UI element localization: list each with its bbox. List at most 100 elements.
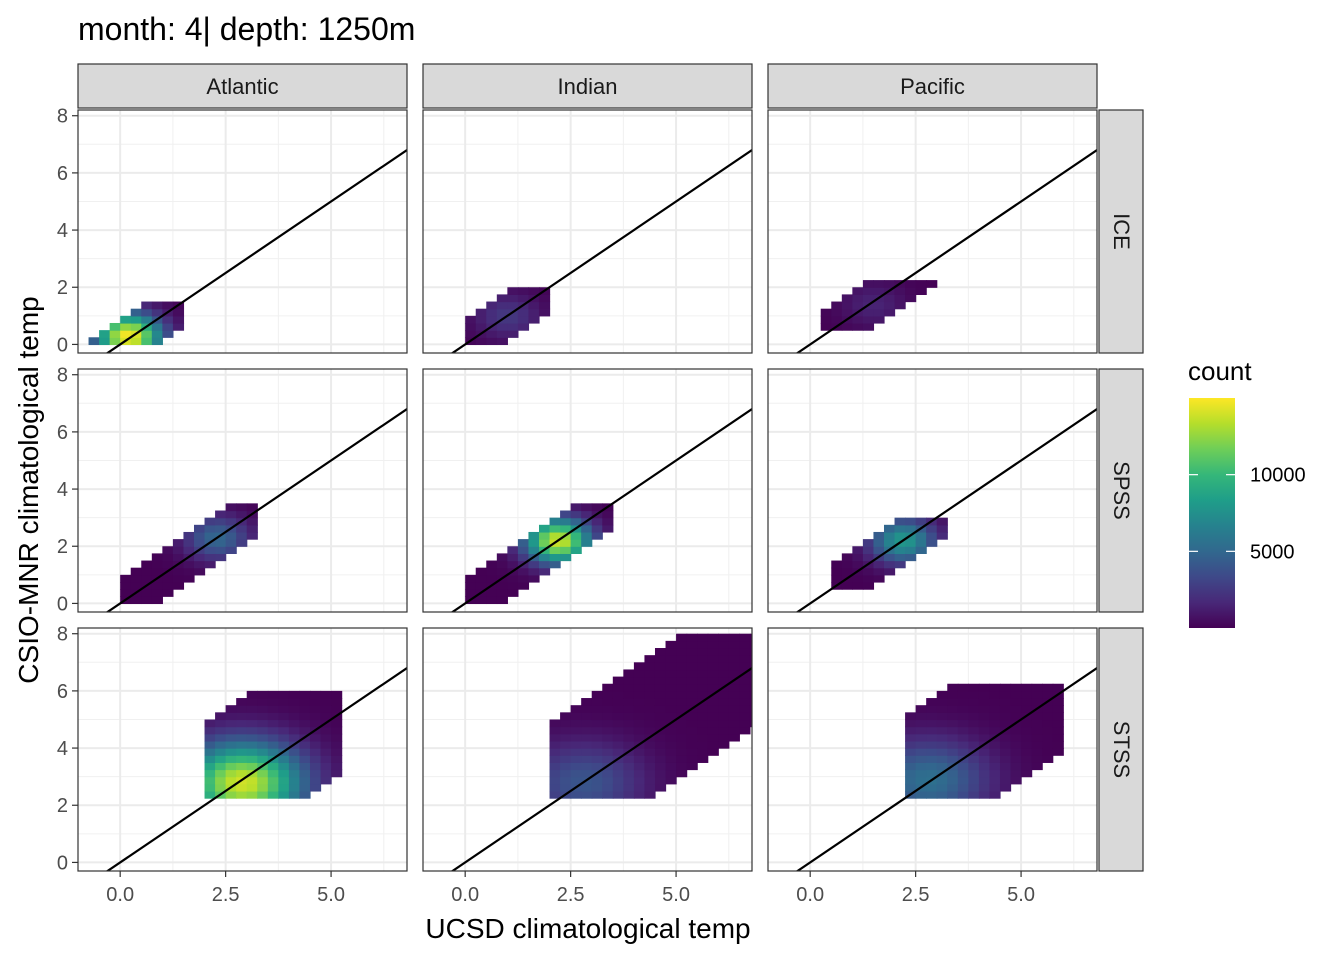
heatmap-bin [718,662,730,671]
heatmap-bin [215,524,227,533]
heatmap-bin [999,683,1012,692]
heatmap-bin [978,698,991,706]
heatmap-bin [215,733,227,742]
heatmap-bin [309,712,322,721]
heatmap-bin [915,280,927,288]
heatmap-bin [486,337,498,346]
heatmap-bin [915,769,927,778]
heatmap-bin [926,705,938,713]
heatmap-bin [831,560,843,569]
heatmap-bin [654,769,667,778]
heatmap-bin [665,740,677,749]
heatmap-bin [549,769,561,778]
heatmap-bin [718,698,730,706]
heatmap-bin [1052,712,1064,721]
heatmap-bin [267,762,279,771]
y-tick-label: 2 [57,536,68,558]
heatmap-bin [676,648,688,656]
heatmap-bin [309,733,322,742]
heatmap-bin [320,733,332,742]
heatmap-bin [905,762,917,771]
heatmap-bin [989,783,1001,792]
heatmap-bin [905,748,917,756]
heatmap-bin [581,748,593,756]
legend: count 5000 10000 [1188,356,1306,628]
heatmap-bin [686,698,698,706]
heatmap-bin [697,683,709,692]
heatmap-bin [257,783,269,792]
heatmap-bin [581,539,593,547]
heatmap-bin [1042,690,1054,699]
heatmap-bin [496,553,508,562]
heatmap-bin [633,776,646,785]
heatmap-bin [528,574,540,583]
heatmap-bin [538,524,551,533]
heatmap-bin [915,546,927,554]
identity-line [795,667,1097,871]
heatmap-bin [749,676,752,685]
heatmap-bin [676,719,688,728]
legend-tick-label: 5000 [1250,541,1295,563]
heatmap-bin [486,567,498,576]
heatmap-bin [894,531,906,540]
heatmap-bin [581,510,593,519]
heatmap-bin [120,315,132,324]
heatmap-bin [151,567,163,576]
heatmap-bin [989,790,1001,799]
x-axis-title: UCSD climatological temp [425,913,750,944]
heatmap-bin [820,308,832,317]
heatmap-bin [204,560,216,569]
heatmap-bin [309,776,322,785]
heatmap-bin [1042,705,1054,713]
heatmap-bin [496,294,508,303]
heatmap-bin [968,783,980,792]
heatmap-bin [507,322,519,331]
heatmap-bin [1042,733,1054,742]
heatmap-bin [633,748,646,756]
heatmap-bin [633,662,646,671]
heatmap-bin [278,762,290,771]
legend-tick-label: 10000 [1250,465,1306,487]
heatmap-bin [936,690,948,699]
heatmap-bin [560,755,572,763]
heatmap-bin [486,315,498,324]
heatmap-bin [331,698,343,706]
heatmap-bin [475,337,487,346]
heatmap-bin [739,726,751,735]
heatmap-bin [225,719,237,728]
heatmap-bin [496,337,508,346]
heatmap-bin [644,683,656,692]
heatmap-bin [686,676,698,685]
heatmap-bin [936,776,948,785]
heatmap-bin [820,322,832,331]
heatmap-bin [989,762,1001,771]
heatmap-bin [676,748,688,756]
heatmap-bin [278,783,290,792]
heatmap-bin [978,748,991,756]
heatmap-bin [538,531,551,540]
heatmap-bin [591,776,603,785]
x-tick-label: 0.0 [106,884,134,906]
heatmap-bin [267,719,279,728]
panel-border [77,109,408,354]
heatmap-bin [676,683,688,692]
heatmap-bin [151,589,163,597]
heatmap-bin [883,539,896,547]
heatmap-bin [686,648,698,656]
heatmap-bin [215,553,227,562]
heatmap-bin [1031,690,1043,699]
heatmap-bin [581,726,593,735]
heatmap-bin [215,769,227,778]
heatmap-bin [883,553,896,562]
panel-border [767,109,1098,354]
heatmap-bin [623,698,635,706]
heatmap-bin [602,783,614,792]
heatmap-bin [299,705,311,713]
heatmap-bin [852,560,864,569]
heatmap-bin [1021,740,1033,749]
heatmap-bin [309,690,322,699]
heatmap-bin [130,567,142,576]
heatmap-bin [162,589,174,597]
heatmap-bin [204,740,216,749]
heatmap-bin [841,301,853,310]
